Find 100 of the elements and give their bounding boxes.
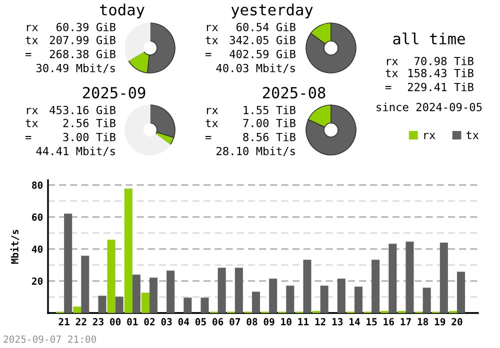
bar	[98, 296, 106, 313]
text: 3.00 TiB	[63, 132, 116, 142]
text: rx	[26, 24, 38, 32]
text: all time	[393, 32, 465, 44]
bar	[218, 268, 226, 313]
x-tick-label: 23	[92, 318, 104, 326]
text: rx	[206, 108, 218, 114]
x-tick-label: 18	[418, 318, 428, 326]
x-tick-label: 12	[315, 318, 326, 326]
x-tick-label: 11	[298, 318, 309, 326]
x-tick-label: 03	[161, 318, 172, 326]
bar	[115, 296, 124, 313]
chart-title: 2025-09	[82, 86, 146, 98]
bar	[320, 286, 328, 313]
bar	[252, 292, 260, 313]
x-tick-label: 04	[178, 318, 190, 326]
bar	[184, 298, 192, 313]
text: tx	[26, 119, 38, 128]
text: rx	[206, 24, 218, 32]
y-tick-label: 80	[32, 181, 43, 189]
bar	[303, 260, 312, 313]
bar	[372, 260, 380, 313]
legend-label: tx	[466, 131, 479, 140]
x-tick-label: 15	[366, 318, 377, 326]
bar	[149, 278, 158, 313]
text: 342.05 GiB	[230, 36, 296, 44]
text: 28.10 Mbit/s	[216, 146, 295, 156]
x-tick-label: 08	[246, 318, 258, 326]
y-tick-label: 60	[32, 213, 43, 221]
bar	[354, 286, 363, 313]
y-tick-label: 20	[32, 277, 43, 285]
text: since 2024-09-05	[376, 102, 482, 112]
x-tick-label: 19	[434, 318, 446, 326]
text: rx	[26, 108, 38, 114]
x-tick-label: 00	[110, 318, 121, 326]
text: 2.56 TiB	[63, 118, 116, 128]
bar	[456, 272, 466, 313]
text: 229.41 TiB	[408, 82, 474, 92]
bar	[234, 268, 243, 313]
bar	[388, 244, 397, 313]
text: tx	[386, 69, 398, 78]
text: =	[25, 136, 32, 140]
text: tx	[206, 119, 218, 128]
bar	[141, 292, 150, 313]
chart-title: yesterday	[231, 4, 313, 18]
x-tick-label: 16	[384, 318, 394, 326]
text: =	[205, 53, 212, 56]
text: 60.39 GiB	[56, 22, 116, 32]
legend-label: rx	[424, 132, 436, 140]
donut-slice	[306, 22, 356, 74]
text: rx	[386, 58, 398, 66]
text: 60.54 GiB	[236, 22, 296, 32]
x-tick-label: 21	[58, 318, 70, 326]
x-tick-label: 02	[144, 318, 155, 326]
x-tick-label: 20	[452, 318, 462, 326]
chart-title: 2025-08	[262, 86, 326, 98]
y-axis-title: Mbit/s	[10, 230, 20, 264]
text: 44.41 Mbit/s	[36, 146, 115, 156]
text: 8.56 TiB	[243, 132, 296, 142]
x-tick-label: 07	[230, 318, 240, 326]
bar	[422, 288, 431, 313]
x-tick-label: 09	[264, 318, 274, 326]
text: 1.55 TiB	[244, 106, 296, 114]
bar	[166, 270, 175, 313]
chart-title: today	[100, 4, 144, 18]
x-tick-label: 17	[400, 318, 411, 326]
x-tick-label: 05	[195, 318, 206, 326]
text: tx	[206, 36, 218, 44]
x-tick-label: 22	[76, 318, 86, 326]
text: 158.43 TiB	[408, 68, 474, 78]
bar	[81, 256, 90, 313]
text: 402.59 GiB	[230, 50, 296, 58]
x-tick-label: 10	[281, 318, 292, 326]
text: 70.98 TiB	[414, 56, 474, 66]
text: 207.99 GiB	[50, 36, 116, 44]
text: 40.03 Mbit/s	[216, 64, 295, 74]
donut-slice	[124, 22, 150, 61]
x-tick-label: 06	[212, 318, 224, 326]
bar	[440, 242, 448, 313]
text: tx	[26, 36, 38, 44]
text: =	[385, 86, 392, 90]
text: 2025-09-07 21:00	[4, 335, 96, 343]
bar	[406, 242, 414, 313]
bar	[269, 278, 278, 313]
donut-slice	[124, 104, 171, 156]
x-tick-label: 01	[127, 318, 138, 326]
text: 453.16 GiB	[50, 106, 116, 114]
bar	[73, 306, 82, 313]
text: 7.00 TiB	[243, 118, 296, 128]
bar	[124, 188, 132, 313]
x-tick-label: 13	[332, 318, 343, 326]
text: =	[25, 53, 32, 56]
bar	[286, 286, 294, 313]
bar	[64, 214, 72, 313]
text: =	[205, 136, 212, 140]
donut-slice	[306, 104, 356, 156]
y-tick-label: 40	[32, 245, 43, 253]
bar	[200, 298, 209, 313]
bar	[107, 240, 116, 313]
text: 30.49 Mbit/s	[36, 64, 115, 74]
